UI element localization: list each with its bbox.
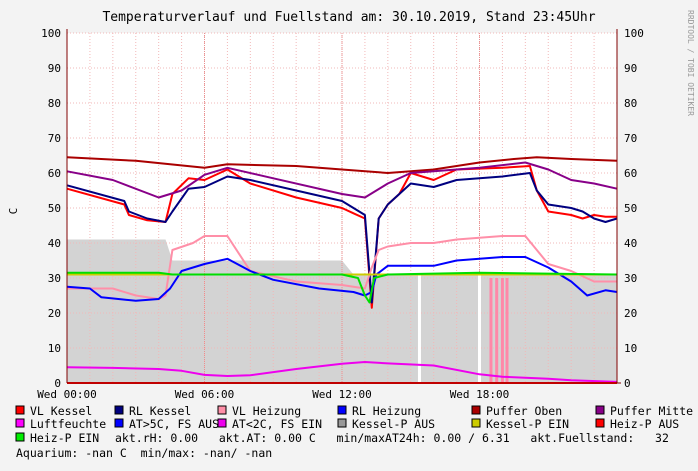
y-tick-label-left: 80 [48,97,61,110]
legend-label: Heiz-P AUS [610,417,679,431]
pulse-bar [478,274,481,383]
y-tick-label-left: 50 [48,202,61,215]
y-tick-label-right: 30 [624,272,637,285]
x-tick-label: Wed 18:00 [450,388,510,401]
status-line: akt.rH: 0.00 akt.AT: 0.00 C min/maxAT24h… [115,431,669,445]
legend-swatch [15,405,25,415]
y-tick-label-left: 0 [54,377,61,390]
x-tick-label: Wed 00:00 [37,388,97,401]
legend-swatch [337,418,347,428]
legend-swatch [114,418,124,428]
pulses [417,274,509,383]
legend-swatch [337,405,347,415]
aquarium-line: Aquarium: -nan C min/max: -nan/ -nan [16,446,272,460]
watermark: RRDTOOL / TOBI OETIKER [686,10,695,116]
y-tick-label-right: 50 [624,202,637,215]
legend-swatch [15,418,25,428]
pulse-bar [500,278,504,383]
x-ticks: Wed 00:00 Wed 06:00 Wed 12:00 Wed 18:00 [37,388,509,401]
series-puffer-oben [66,156,618,174]
y-ticks-left: 0 10 20 30 40 50 60 70 80 90 100 [41,27,61,390]
legend-row-3: Heiz-P EIN akt.rH: 0.00 akt.AT: 0.00 C m… [15,431,669,445]
y-tick-label-left: 100 [41,27,61,40]
y-tick-label-right: 10 [624,342,637,355]
y-tick-label-left: 10 [48,342,61,355]
pulse-bar [505,278,509,383]
x-tick-label: Wed 12:00 [312,388,372,401]
y-ticks-right: 0 10 20 30 40 50 60 70 80 90 100 [624,27,644,390]
x-tick-label: Wed 06:00 [175,388,235,401]
y-tick-label-right: 100 [624,27,644,40]
legend-row-1: VL Kessel RL Kessel VL Heizung RL Heizung Pu… [15,404,693,418]
legend-label: RL Heizung [352,404,421,418]
legend-swatch-heiz-p-ein [15,432,25,442]
axes [66,29,621,384]
legend-label: Kessel-P EIN [486,417,569,431]
y-tick-label-right: 0 [624,377,631,390]
legend-swatch [217,418,227,428]
legend-swatch [114,405,124,415]
series-puffer-mitte [66,161,618,199]
y-tick-label-left: 40 [48,237,61,250]
y-axis-label: C [7,208,20,215]
legend-swatch [595,405,605,415]
legend-swatch [471,405,481,415]
legend-label: Luftfeuchte [30,417,106,431]
y-tick-label-left: 70 [48,132,61,145]
pulse-bar [417,274,421,383]
y-tick-label-right: 90 [624,62,637,75]
legend-swatch [595,418,605,428]
y-tick-label-left: 20 [48,307,61,320]
legend-label: AT>5C, FS AUS [129,417,219,431]
y-tick-label-left: 30 [48,272,61,285]
y-tick-label-right: 40 [624,237,637,250]
legend-swatch [471,418,481,428]
y-tick-label-right: 80 [624,97,637,110]
chart-title: Temperaturverlauf und Fuellstand am: 30.… [102,10,595,25]
legend-label: AT<2C, FS EIN [232,417,322,431]
series-at-2c-fs-ein [66,361,618,383]
legend-label: VL Kessel [30,404,92,418]
legend-label: Kessel-P AUS [352,417,435,431]
y-tick-label-right: 20 [624,307,637,320]
legend-label: VL Heizung [232,404,301,418]
y-tick-label-left: 60 [48,167,61,180]
legend-label: Puffer Oben [486,404,562,418]
legend-label-heiz-p-ein: Heiz-P EIN [30,431,99,445]
y-tick-label-left: 90 [48,62,61,75]
y-tick-label-right: 60 [624,167,637,180]
pulse-bar [495,278,499,383]
legend-label: Puffer Mitte [610,404,693,418]
legend-swatch [217,405,227,415]
pulse-bar [489,278,493,383]
series-vl-heizung [67,235,617,300]
legend-label: RL Kessel [129,404,191,418]
series-heiz-p-ein [67,271,618,304]
legend-row-2: Luftfeuchte AT>5C, FS AUS AT<2C, FS EIN Kes… [15,417,679,431]
y-tick-label-right: 70 [624,132,637,145]
